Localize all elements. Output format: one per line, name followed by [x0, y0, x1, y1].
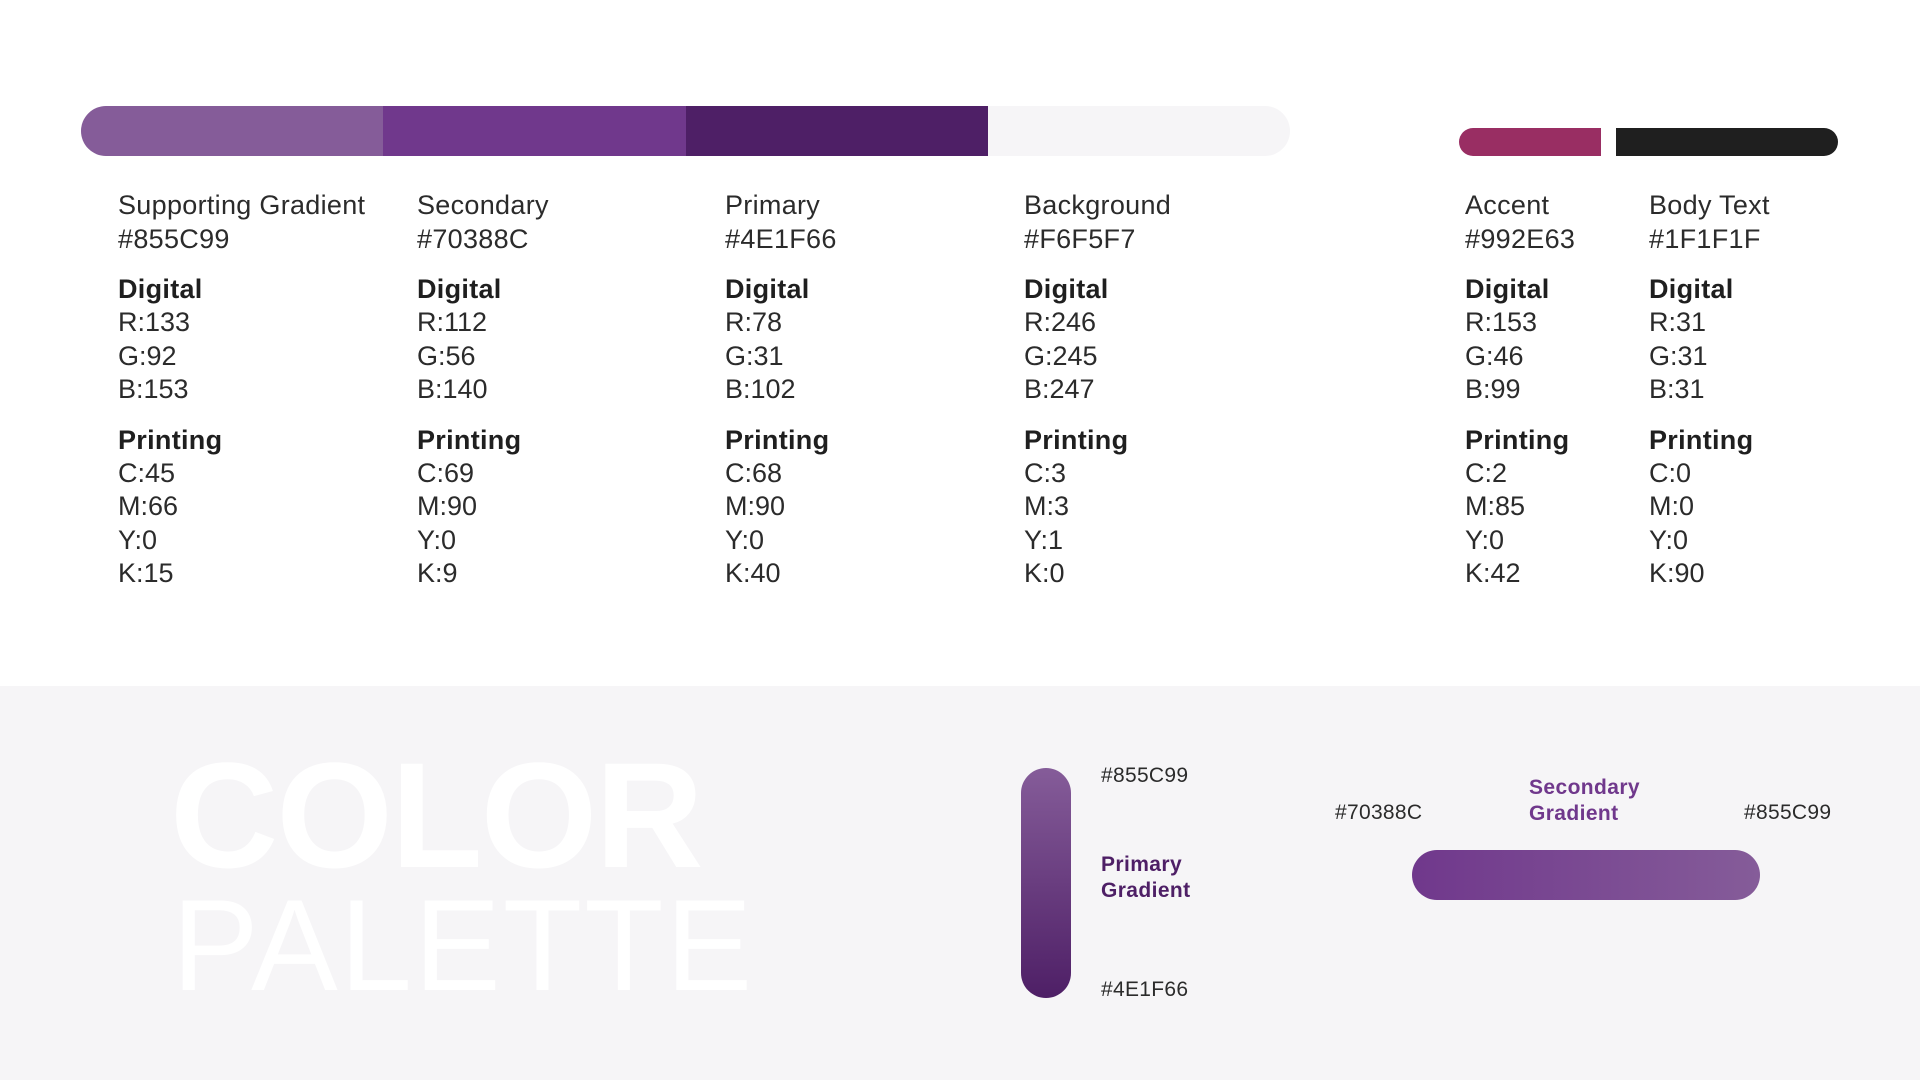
secondary-gradient-label: Secondary Gradient — [1529, 775, 1640, 827]
cmyk-m: M:0 — [1649, 491, 1695, 521]
primary-gradient-bottom-hex: #4E1F66 — [1101, 978, 1189, 1001]
cmyk-m: M:3 — [1024, 491, 1070, 521]
printing-heading: Printing — [1465, 424, 1570, 455]
palette-bar — [81, 106, 1290, 156]
swatch-accent — [1459, 128, 1601, 156]
rgb-r: R:112 — [417, 307, 488, 337]
cmyk-m: M:85 — [1465, 491, 1526, 521]
color-name: Supporting Gradient — [118, 190, 366, 220]
cmyk-m: M:66 — [118, 491, 179, 521]
printing-heading: Printing — [725, 424, 830, 455]
cmyk-c: C:68 — [725, 457, 783, 488]
cmyk-y: Y:0 — [1465, 524, 1505, 555]
digital-heading: Digital — [417, 274, 502, 304]
rgb-g: G:245 — [1024, 340, 1098, 371]
color-hex: #4E1F66 — [725, 224, 837, 254]
rgb-r: R:133 — [118, 307, 191, 337]
cmyk-c: C:2 — [1465, 457, 1508, 488]
color-name: Body Text — [1649, 190, 1770, 220]
cmyk-k: K:90 — [1649, 558, 1705, 588]
cmyk-k: K:9 — [417, 558, 458, 588]
cmyk-k: K:40 — [725, 558, 781, 588]
cmyk-y: Y:0 — [417, 524, 457, 555]
cmyk-c: C:69 — [417, 457, 475, 488]
cmyk-y: Y:0 — [725, 524, 765, 555]
printing-heading: Printing — [1649, 424, 1754, 455]
color-name: Background — [1024, 190, 1172, 220]
digital-heading: Digital — [118, 274, 203, 304]
digital-heading: Digital — [1465, 274, 1550, 304]
secondary-gradient-label-line2: Gradient — [1529, 802, 1619, 825]
digital-heading: Digital — [725, 274, 810, 304]
cmyk-m: M:90 — [417, 491, 478, 521]
color-name: Accent — [1465, 190, 1550, 220]
color-info-supporting-gradient: Supporting Gradient #855C99 Digital R:13… — [118, 188, 365, 591]
color-info-secondary: Secondary #70388C Digital R:112 G:56 B:1… — [417, 188, 549, 591]
swatch-body-text — [1616, 128, 1838, 156]
color-info-primary: Primary #4E1F66 Digital R:78 G:31 B:102 … — [725, 188, 837, 591]
color-hex: #992E63 — [1465, 224, 1576, 254]
cmyk-c: C:0 — [1649, 457, 1692, 488]
color-name: Primary — [725, 190, 821, 220]
printing-heading: Printing — [1024, 424, 1129, 455]
cmyk-c: C:45 — [118, 457, 176, 488]
color-info-accent: Accent #992E63 Digital R:153 G:46 B:99 P… — [1465, 188, 1575, 591]
rgb-g: G:92 — [118, 340, 177, 371]
cmyk-k: K:15 — [118, 558, 174, 588]
primary-gradient-label-line1: Primary — [1101, 853, 1183, 876]
rgb-b: B:140 — [417, 374, 488, 404]
secondary-gradient-swatch — [1412, 850, 1760, 900]
rgb-r: R:153 — [1465, 307, 1538, 337]
rgb-r: R:31 — [1649, 307, 1707, 337]
secondary-gradient-left-hex: #70388C — [1335, 801, 1423, 824]
cmyk-y: Y:0 — [118, 524, 158, 555]
color-hex: #70388C — [417, 224, 529, 254]
primary-gradient-label-line2: Gradient — [1101, 879, 1191, 902]
rgb-b: B:247 — [1024, 374, 1095, 404]
rgb-g: G:31 — [1649, 340, 1708, 371]
rgb-g: G:56 — [417, 340, 476, 371]
secondary-gradient-label-line1: Secondary — [1529, 776, 1640, 799]
cmyk-k: K:0 — [1024, 558, 1065, 588]
cmyk-m: M:90 — [725, 491, 786, 521]
rgb-b: B:153 — [118, 374, 189, 404]
cmyk-k: K:42 — [1465, 558, 1521, 588]
rgb-b: B:99 — [1465, 374, 1521, 404]
color-hex: #1F1F1F — [1649, 224, 1761, 254]
rgb-r: R:78 — [725, 307, 783, 337]
cmyk-y: Y:1 — [1024, 524, 1064, 555]
cmyk-y: Y:0 — [1649, 524, 1689, 555]
primary-gradient-swatch — [1021, 768, 1071, 998]
swatch-supporting-gradient — [81, 106, 384, 156]
secondary-gradient-right-hex: #855C99 — [1744, 801, 1832, 824]
rgb-r: R:246 — [1024, 307, 1097, 337]
swatch-primary — [685, 106, 988, 156]
color-name: Secondary — [417, 190, 549, 220]
printing-heading: Printing — [118, 424, 223, 455]
cmyk-c: C:3 — [1024, 457, 1067, 488]
primary-gradient-top-hex: #855C99 — [1101, 764, 1189, 787]
color-hex: #F6F5F7 — [1024, 224, 1136, 254]
page-title-palette: PALETTE — [172, 872, 755, 1018]
digital-heading: Digital — [1649, 274, 1734, 304]
color-info-body-text: Body Text #1F1F1F Digital R:31 G:31 B:31… — [1649, 188, 1770, 591]
rgb-b: B:31 — [1649, 374, 1705, 404]
rgb-b: B:102 — [725, 374, 796, 404]
primary-gradient-label: Primary Gradient — [1101, 852, 1191, 904]
swatch-background — [987, 106, 1290, 156]
rgb-g: G:31 — [725, 340, 784, 371]
color-hex: #855C99 — [118, 224, 230, 254]
swatch-secondary — [383, 106, 686, 156]
color-info-background: Background #F6F5F7 Digital R:246 G:245 B… — [1024, 188, 1171, 591]
printing-heading: Printing — [417, 424, 522, 455]
page-title-color: COLOR — [170, 731, 704, 899]
digital-heading: Digital — [1024, 274, 1109, 304]
rgb-g: G:46 — [1465, 340, 1524, 371]
